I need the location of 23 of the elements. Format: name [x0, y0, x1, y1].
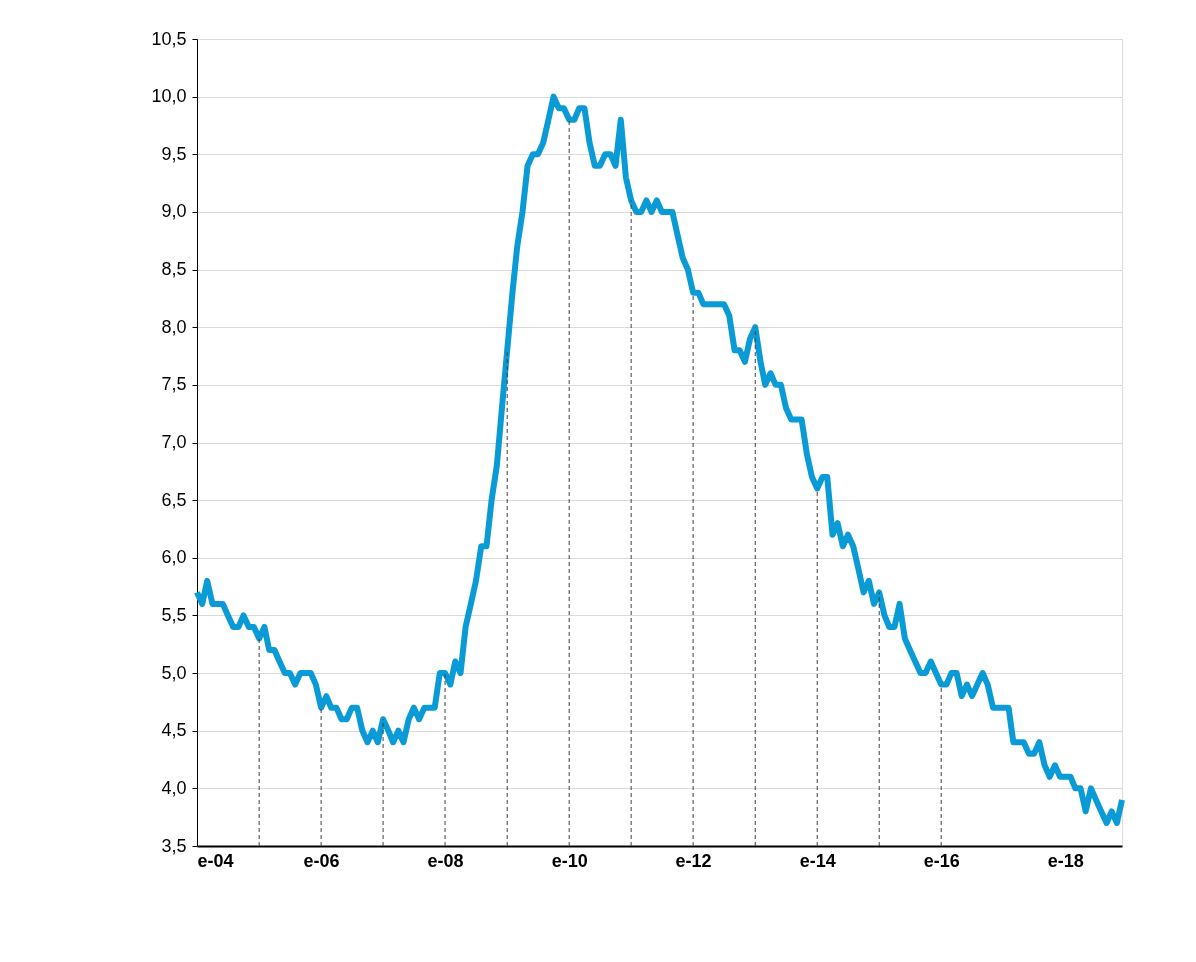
y-tick-label: 3,5 [161, 835, 187, 856]
x-tick-label: e-12 [675, 850, 712, 871]
y-tick-label: 6,5 [161, 489, 187, 510]
y-tick-label: 4,5 [161, 720, 187, 741]
x-tick-label: e-14 [799, 850, 836, 871]
y-tick-label: 9,5 [161, 143, 187, 164]
y-tick-label: 6,0 [161, 547, 187, 568]
x-tick-label: e-18 [1047, 850, 1084, 871]
x-tick-label: e-10 [551, 850, 588, 871]
x-tick-label: e-16 [923, 850, 960, 871]
x-tick-label: e-04 [197, 850, 234, 871]
y-tick-label: 5,5 [161, 604, 187, 625]
y-tick-label: 7,5 [161, 374, 187, 395]
y-tick-label: 5,0 [161, 662, 187, 683]
x-tick-label: e-08 [427, 850, 464, 871]
y-tick-label: 4,0 [161, 777, 187, 798]
y-tick-label: 9,0 [161, 201, 187, 222]
y-tick-label: 10,5 [151, 28, 187, 49]
y-tick-label: 8,5 [161, 259, 187, 280]
y-tick-label: 10,0 [151, 86, 187, 107]
y-tick-label: 8,0 [161, 316, 187, 337]
x-tick-label: e-06 [303, 850, 340, 871]
y-tick-label: 7,0 [161, 432, 187, 452]
